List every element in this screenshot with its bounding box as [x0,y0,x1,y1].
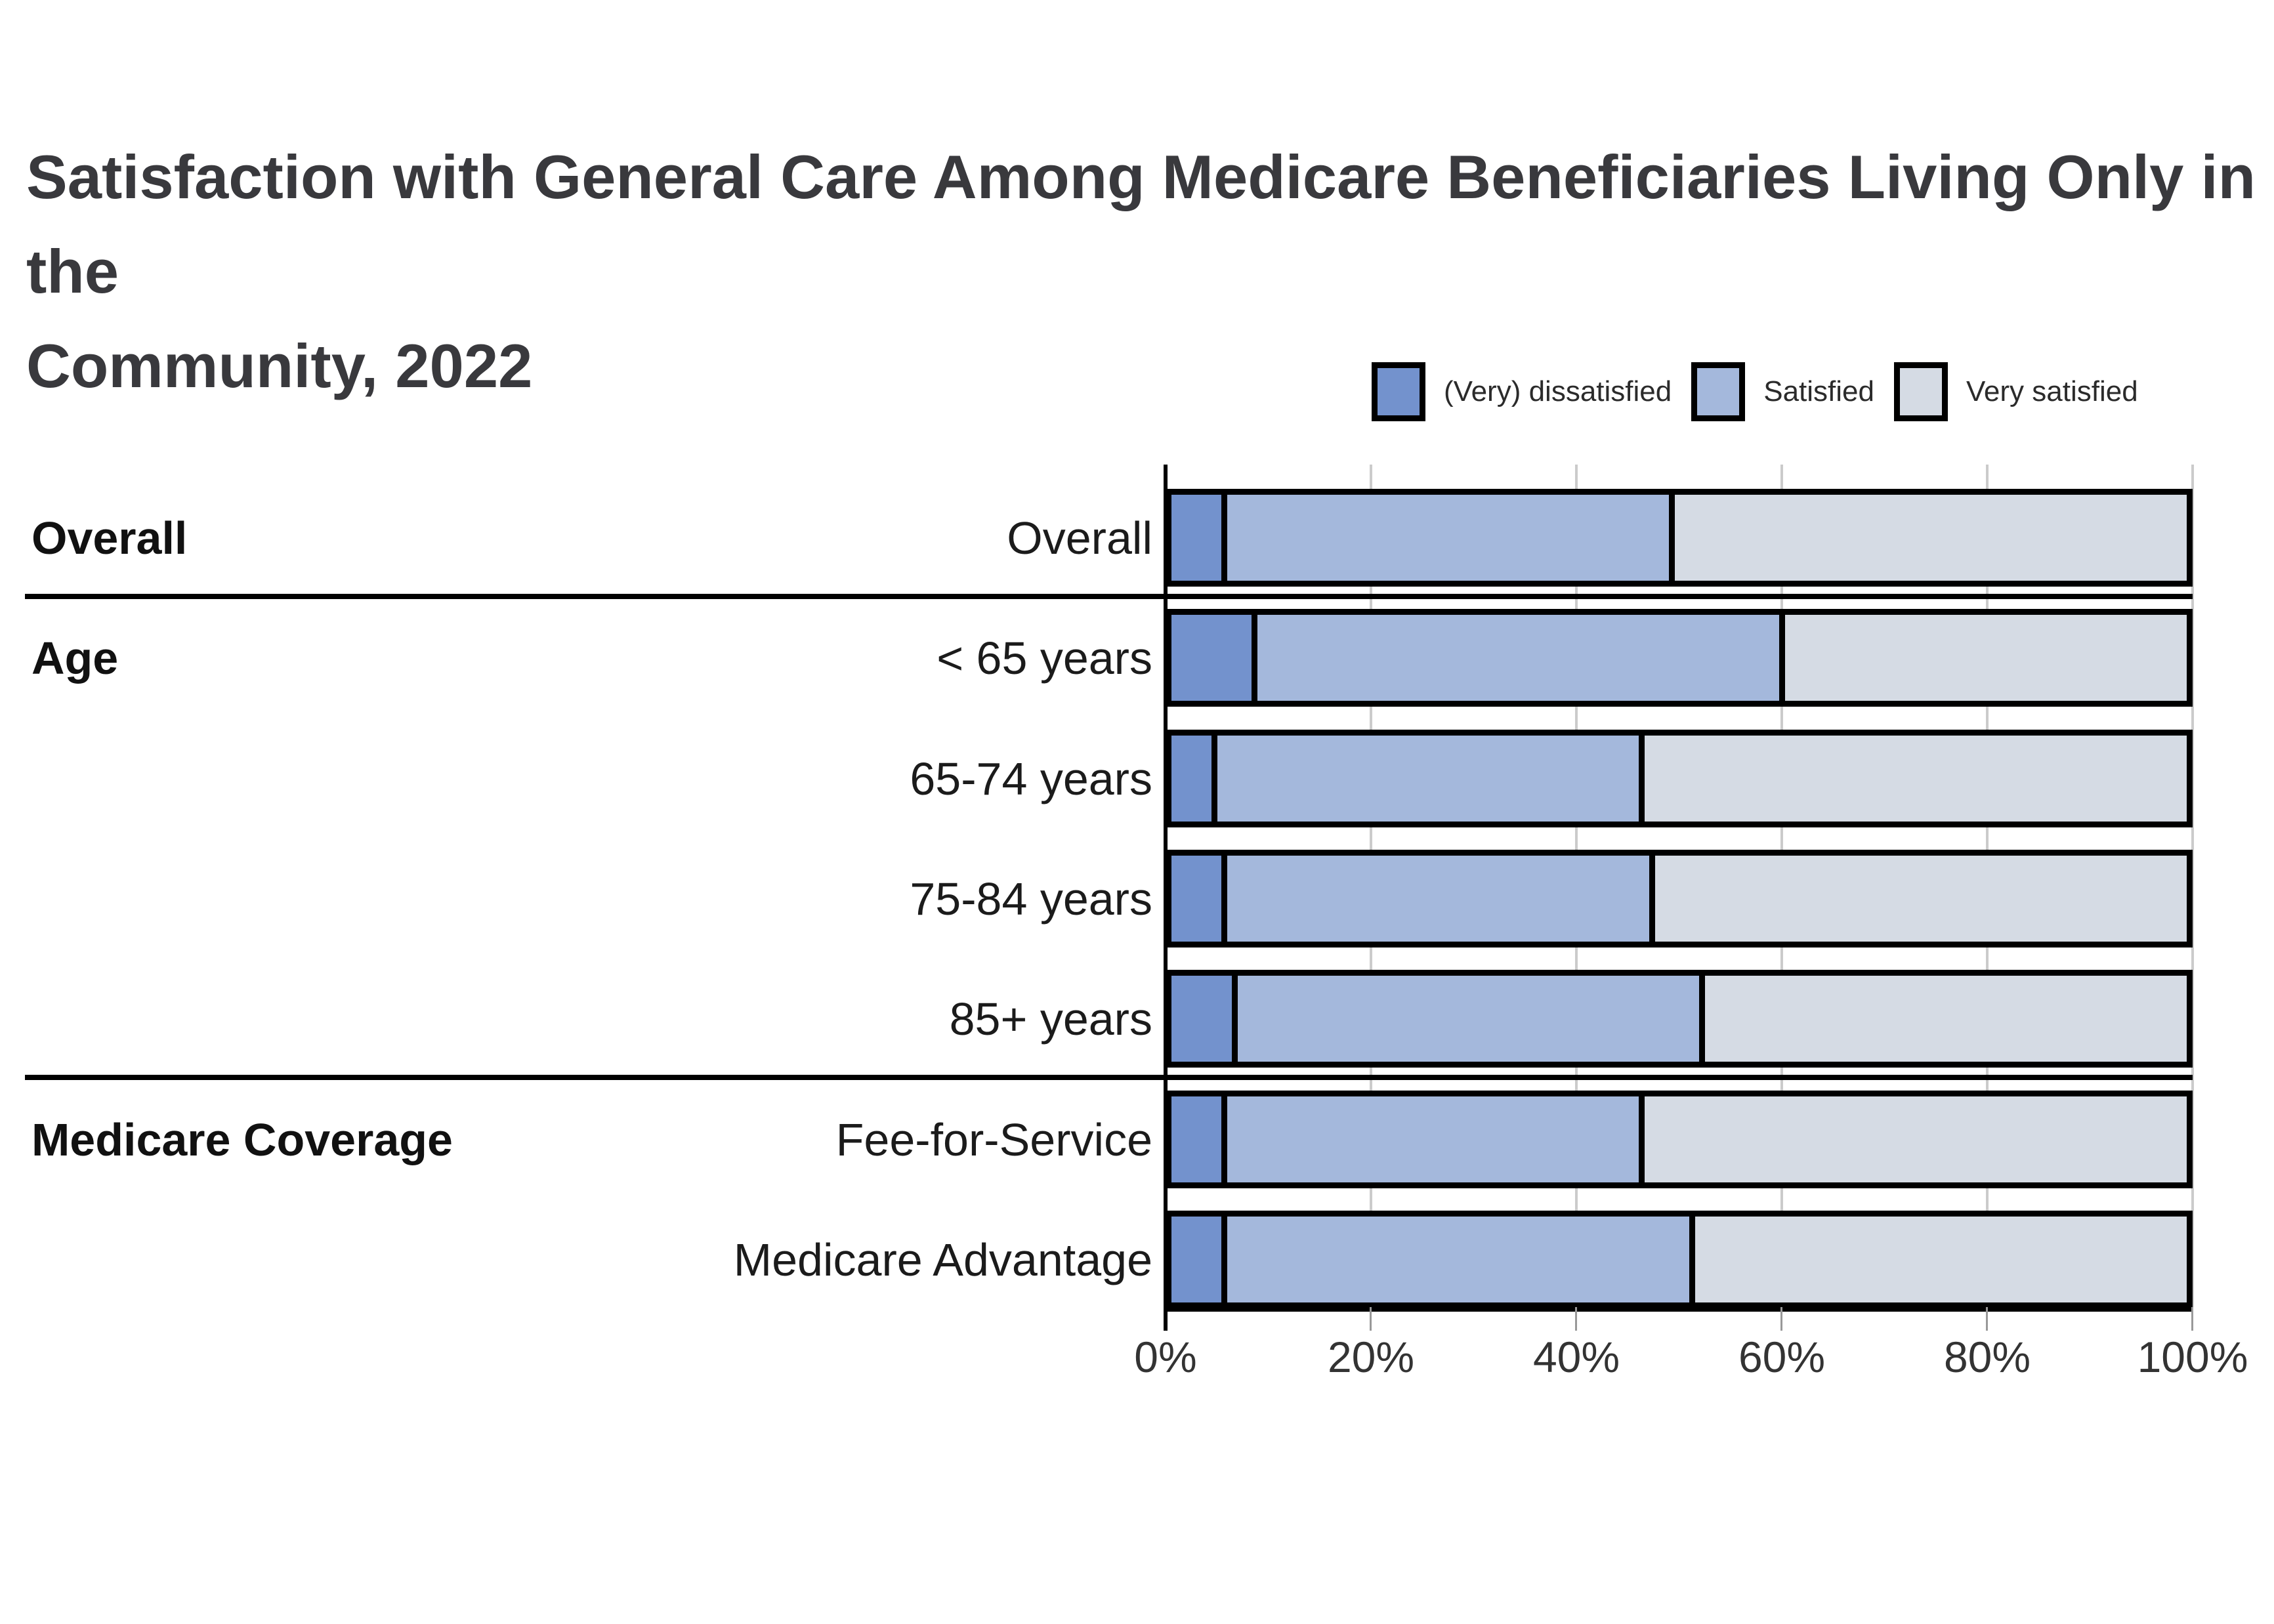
bar-segment-very-satisfied-overall [1669,495,2187,581]
bar-segment-very-dissatisfied-overall [1171,495,1222,581]
bar-row-fee-for-service [1166,1091,2193,1188]
bar-segment-very-satisfied-65-74-years [1639,736,2187,822]
legend-label-very-dissatisfied: (Very) dissatisfied [1444,375,1672,407]
legend-item-very-dissatisfied: (Very) dissatisfied [1372,362,1672,421]
legend-label-satisfied: Satisfied [1763,375,1874,407]
row-label-65-74-years: 65-74 years [910,753,1152,804]
bar-segment-very-dissatisfied-medicare-advantage [1171,1217,1222,1302]
x-tick-label-0: 0% [1134,1333,1197,1381]
legend-swatch-satisfied [1691,362,1746,421]
x-tick-60 [1780,1307,1782,1331]
group-label-age: Age [32,632,119,684]
bar-segment-very-dissatisfied-65-years [1171,615,1252,701]
bar-row-85-years [1166,970,2193,1068]
group-separator-1 [25,594,2193,599]
bar-row-75-84-years [1166,850,2193,947]
bar-segment-satisfied-65-74-years [1211,736,1639,822]
bar-segment-satisfied-85-years [1231,976,1700,1062]
bar-row-65-years [1166,609,2193,707]
bar-segment-very-dissatisfied-85-years [1171,976,1232,1062]
x-tick-label-100: 100% [2137,1333,2248,1381]
x-tick-80 [1986,1307,1988,1331]
bar-segment-very-dissatisfied-65-74-years [1171,736,1212,822]
bar-row-65-74-years [1166,730,2193,827]
x-axis-line [1166,1307,2193,1312]
bar-segment-very-satisfied-75-84-years [1649,856,2187,942]
bar-row-overall [1166,489,2193,587]
gridline-100 [2191,465,2194,1307]
legend-label-very-satisfied: Very satisfied [1966,375,2138,407]
legend-swatch-very-satisfied [1894,362,1948,421]
x-tick-100 [2191,1307,2193,1331]
bar-segment-very-satisfied-medicare-advantage [1689,1217,2187,1302]
row-label-medicare-advantage: Medicare Advantage [733,1234,1152,1285]
x-tick-label-40: 40% [1532,1333,1620,1381]
x-tick-40 [1575,1307,1577,1331]
chart-title: Satisfaction with General Care Among Med… [26,130,2274,413]
x-tick-label-80: 80% [1943,1333,2031,1381]
x-tick-label-60: 60% [1738,1333,1826,1381]
legend-item-very-satisfied: Very satisfied [1894,362,2138,421]
legend-item-satisfied: Satisfied [1691,362,1874,421]
row-label-fee-for-service: Fee-for-Service [835,1114,1152,1165]
row-label-85-years: 85+ years [949,993,1152,1045]
legend-swatch-very-dissatisfied [1372,362,1425,421]
bar-row-medicare-advantage [1166,1211,2193,1308]
row-label-65-years: < 65 years [937,632,1152,684]
bar-segment-satisfied-65-years [1252,615,1780,701]
group-label-overall: Overall [32,512,188,564]
bar-segment-very-dissatisfied-75-84-years [1171,856,1222,942]
row-label-75-84-years: 75-84 years [910,873,1152,925]
legend: (Very) dissatisfied Satisfied Very satis… [1372,362,2138,421]
bar-segment-very-satisfied-fee-for-service [1639,1096,2187,1182]
bar-segment-satisfied-medicare-advantage [1221,1217,1689,1302]
bar-segment-very-satisfied-65-years [1779,615,2187,701]
bar-segment-very-satisfied-85-years [1699,976,2187,1062]
group-label-medicare-coverage: Medicare Coverage [32,1114,453,1165]
bar-segment-satisfied-75-84-years [1221,856,1649,942]
x-tick-20 [1370,1307,1372,1331]
chart-title-line1: Satisfaction with General Care Among Med… [26,142,2256,306]
bar-segment-satisfied-overall [1221,495,1670,581]
group-separator-2 [25,1075,2193,1080]
x-tick-label-20: 20% [1327,1333,1415,1381]
y-axis-line [1164,465,1168,1331]
bar-segment-satisfied-fee-for-service [1221,1096,1639,1182]
bar-segment-very-dissatisfied-fee-for-service [1171,1096,1222,1182]
row-label-overall: Overall [1007,512,1152,564]
chart-title-line2: Community, 2022 [26,331,533,400]
